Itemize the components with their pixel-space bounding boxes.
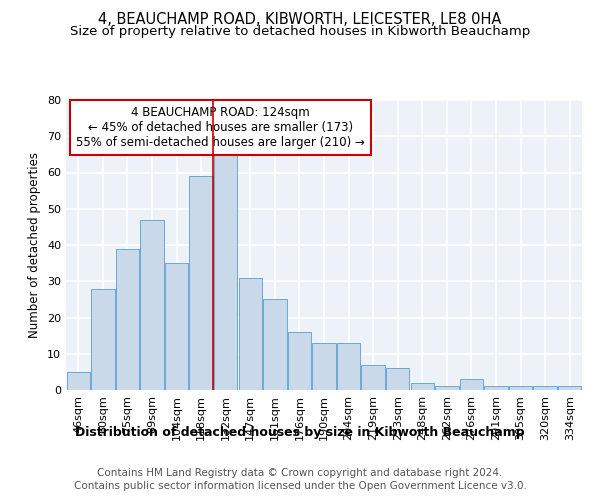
Bar [214,147,238,390]
Y-axis label: Number of detached properties: Number of detached properties [28,152,41,338]
Bar [509,386,532,390]
Text: 4 BEAUCHAMP ROAD: 124sqm
← 45% of detached houses are smaller (173)
55% of semi-: 4 BEAUCHAMP ROAD: 124sqm ← 45% of detach… [76,106,365,149]
Bar [484,386,508,390]
Text: Contains HM Land Registry data © Crown copyright and database right 2024.: Contains HM Land Registry data © Crown c… [97,468,503,477]
Text: Contains public sector information licensed under the Open Government Licence v3: Contains public sector information licen… [74,481,526,491]
Bar [386,368,409,390]
Bar [165,263,188,390]
Bar [313,343,335,390]
Text: Distribution of detached houses by size in Kibworth Beauchamp: Distribution of detached houses by size … [75,426,525,439]
Bar [190,176,213,390]
Bar [91,288,115,390]
Bar [435,386,458,390]
Bar [361,364,385,390]
Bar [116,248,139,390]
Bar [239,278,262,390]
Bar [263,300,287,390]
Bar [558,386,581,390]
Text: 4, BEAUCHAMP ROAD, KIBWORTH, LEICESTER, LE8 0HA: 4, BEAUCHAMP ROAD, KIBWORTH, LEICESTER, … [98,12,502,28]
Text: Size of property relative to detached houses in Kibworth Beauchamp: Size of property relative to detached ho… [70,25,530,38]
Bar [67,372,90,390]
Bar [337,343,360,390]
Bar [288,332,311,390]
Bar [410,383,434,390]
Bar [533,386,557,390]
Bar [140,220,164,390]
Bar [460,379,483,390]
